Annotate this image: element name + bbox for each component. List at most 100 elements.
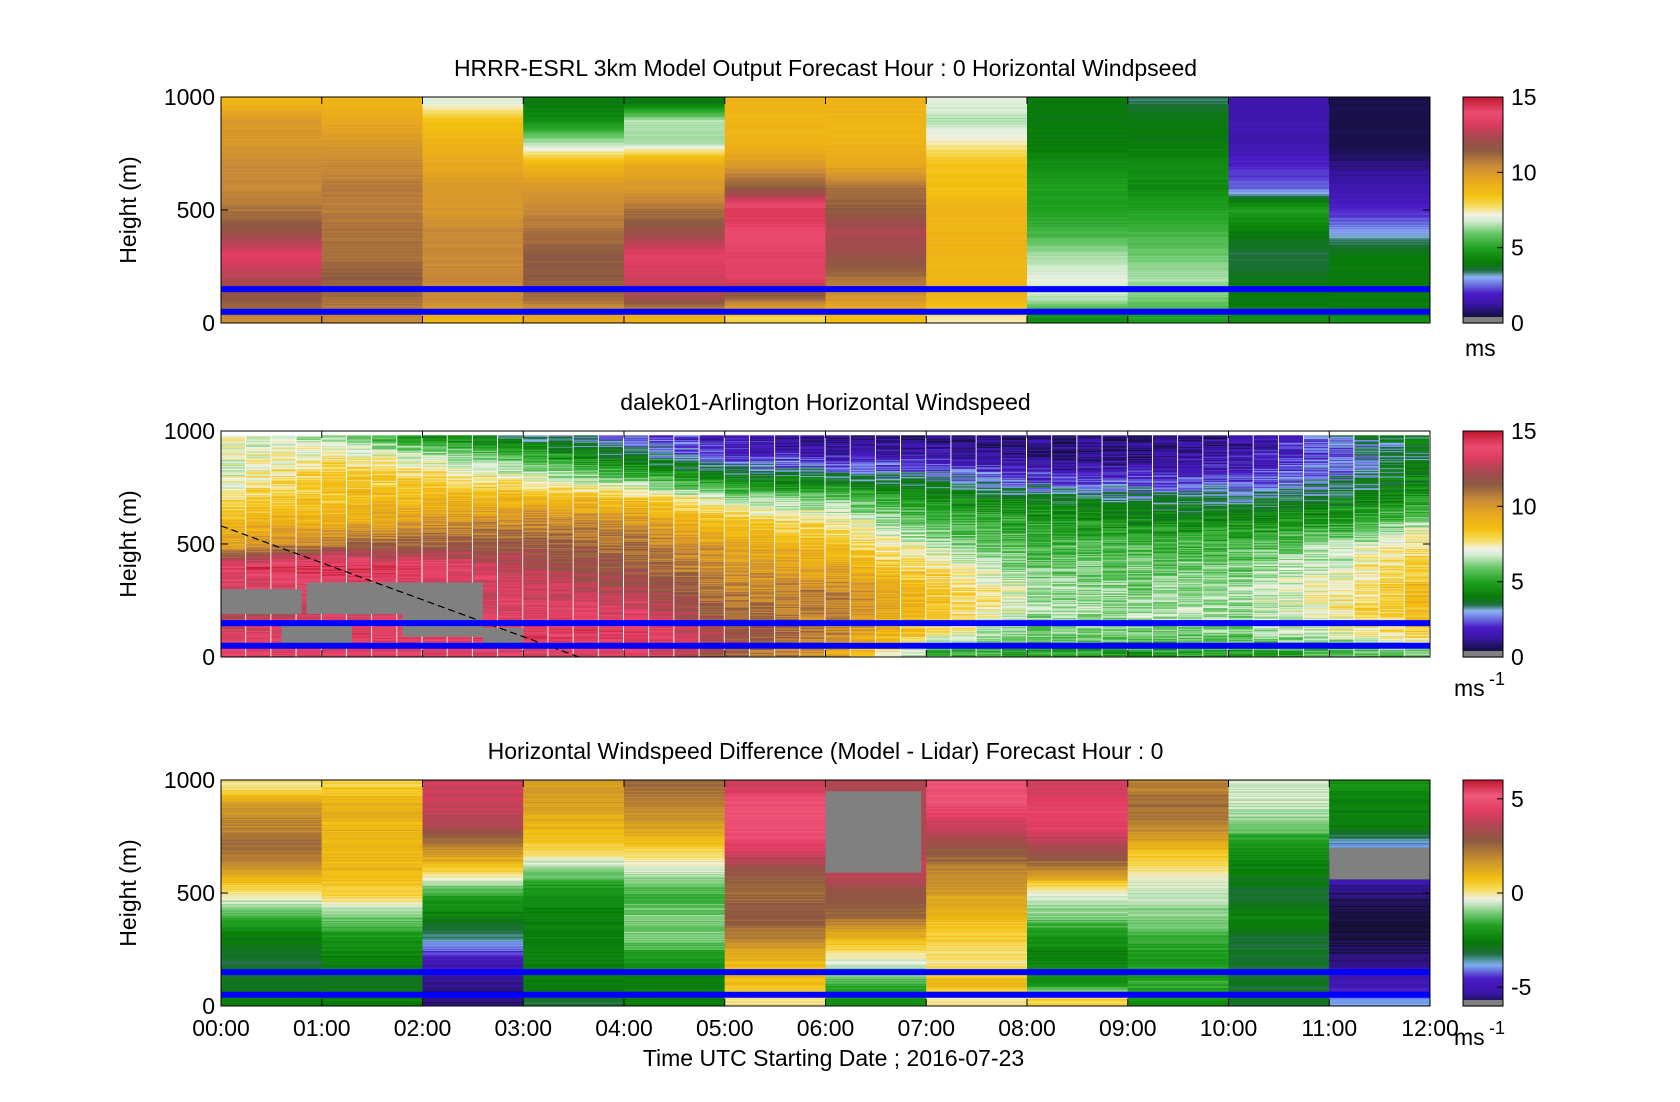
heatmap-cell [346,540,372,543]
heatmap-cell [246,494,271,496]
heatmap-cell [1027,278,1129,280]
heatmap-cell [346,576,372,578]
heatmap-cell [221,435,246,437]
heatmap-cell [221,459,246,461]
heatmap-cell [1027,262,1129,264]
heatmap-cell [926,193,1028,196]
heatmap-cell [221,454,246,456]
heatmap-cell [221,449,246,452]
heatmap-cell [221,199,323,202]
heatmap-cell [523,253,625,256]
heatmap-cell [624,256,726,258]
heatmap-cell [221,564,246,567]
heatmap-cell [1228,169,1330,172]
heatmap-cell [321,557,346,560]
heatmap-cell [321,174,424,177]
heatmap-cell [422,115,524,118]
heatmap-cell [221,292,323,294]
heatmap-cell [1027,121,1129,124]
heatmap-cell [1329,110,1430,113]
heatmap-cell [1329,174,1430,177]
heatmap-cell [321,559,346,561]
heatmap-cell [221,557,246,560]
colorbar-frame [1462,96,1504,324]
heatmap-cell [296,540,321,543]
heatmap-cell [825,155,927,157]
heatmap-cell [926,250,1028,252]
heatmap-cell [221,129,323,131]
heatmap-cell [296,549,321,551]
heatmap-cell [422,120,524,123]
heatmap-cell [1027,192,1129,194]
heatmap-cell [1027,141,1129,143]
heatmap-cell [296,570,321,572]
heatmap-cell [271,438,296,441]
heatmap-cell [271,485,296,488]
heatmap-cell [523,235,625,238]
heatmap-cell [321,509,346,512]
heatmap-cell [221,176,323,179]
heatmap-cell [221,272,323,274]
heatmap-cell [221,539,246,542]
colorbar-swatch [1463,115,1503,119]
heatmap-cell [523,156,625,158]
heatmap-cell [246,509,271,512]
heatmap-cell [1329,233,1430,235]
heatmap-cell [246,552,271,555]
heatmap-cell [1329,196,1430,198]
heatmap-cell [422,277,524,280]
heatmap-cell [422,192,524,194]
heatmap-cell [926,148,1028,150]
heatmap-cell [1027,144,1129,146]
heatmap-cell [1329,153,1430,155]
heatmap-cell [523,241,625,244]
heatmap-cell [926,192,1028,194]
heatmap-cell [1127,277,1230,280]
heatmap-cell [1329,316,1430,318]
heatmap-cell [1127,167,1230,169]
heatmap-cell [1228,282,1330,285]
heatmap-cell [1027,219,1129,221]
heatmap-cell [1329,171,1430,173]
heatmap-cell [1329,239,1430,242]
heatmap-cell [624,98,726,101]
heatmap-cell [624,276,726,279]
heatmap-cell [271,516,296,519]
heatmap-cell [422,234,524,237]
heatmap-cell [296,471,321,473]
heatmap-cell [321,281,424,284]
heatmap-cell [221,436,246,439]
heatmap-cell [926,118,1028,120]
heatmap-cell [1027,174,1129,176]
heatmap-cell [724,162,827,165]
heatmap-cell [1329,300,1430,303]
heatmap-cell [372,636,397,638]
heatmap-cell [1027,172,1129,174]
heatmap-cell [1027,168,1129,171]
heatmap-cell [1027,133,1129,136]
heatmap-cell [1228,301,1330,304]
heatmap-cell [296,619,321,621]
heatmap-cell [321,569,346,572]
heatmap-cell [1027,150,1129,153]
heatmap-cell [724,134,827,137]
heatmap-cell [1027,114,1129,117]
heatmap-cell [221,638,246,640]
heatmap-cell [221,633,246,635]
heatmap-cell [346,522,372,525]
heatmap-cell [221,448,246,450]
heatmap-cell [346,436,372,439]
heatmap-cell [1329,261,1430,263]
colorbar-swatch [1463,153,1503,156]
heatmap-cell [221,526,246,528]
heatmap-cell [1127,141,1230,143]
heatmap-cell [1127,182,1230,185]
heatmap-cell [724,215,827,218]
colorbar-swatch [1463,170,1503,173]
heatmap-cell [346,553,372,555]
heatmap-cell [926,307,1028,310]
heatmap-cell [346,499,372,501]
heatmap-cell [1228,278,1330,280]
heatmap-cell [1027,159,1129,161]
heatmap-cell [1329,293,1430,296]
